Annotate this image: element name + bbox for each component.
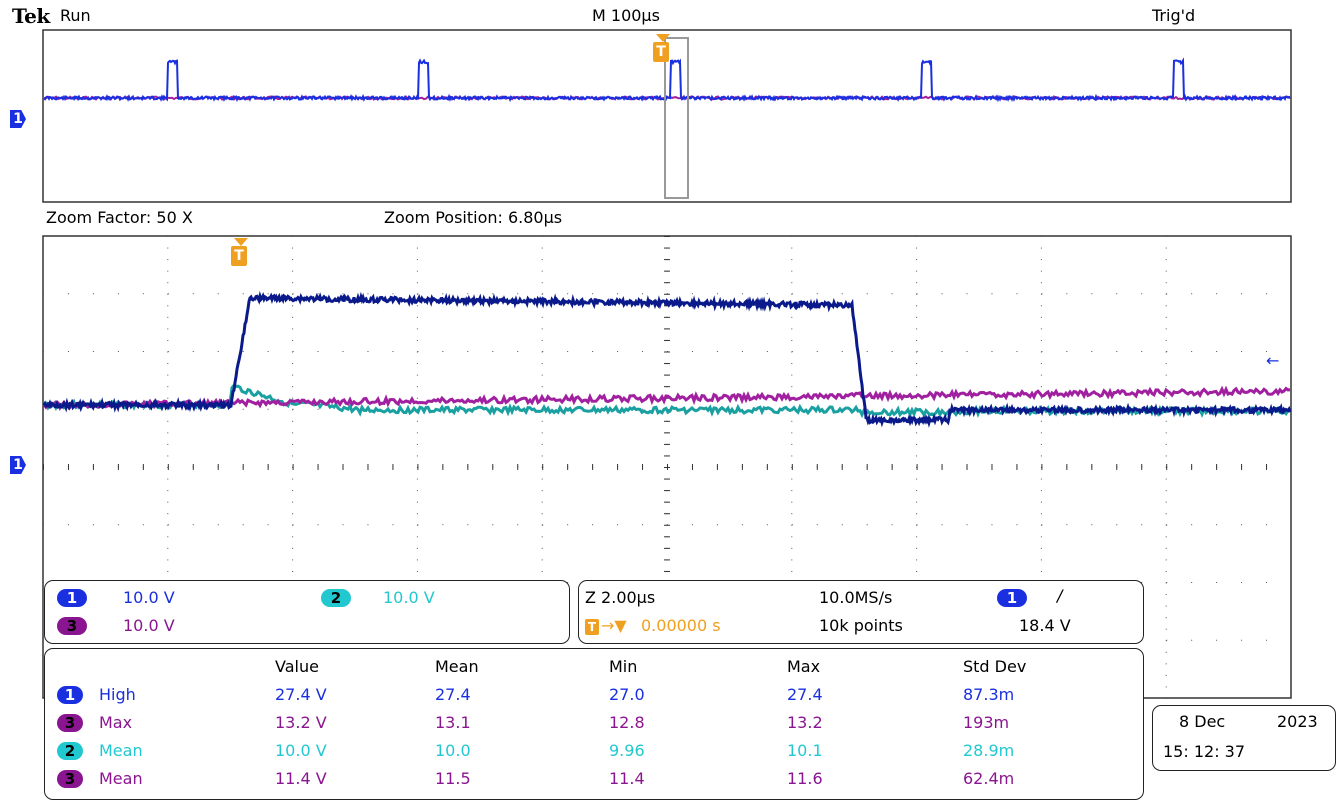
time: 15: 12: 37 <box>1163 742 1246 761</box>
ch1-ref-arrow-icon: ← <box>1266 351 1279 370</box>
meas-mean: 10.0 <box>435 741 471 760</box>
meas-type: Max <box>99 713 133 732</box>
col-header-mean: Mean <box>435 657 479 676</box>
waveform-traces <box>42 57 1292 428</box>
record-length: 10k points <box>819 616 903 635</box>
zoom-factor-label: Zoom Factor: 50 X <box>46 208 193 227</box>
meas-value: 10.0 V <box>275 741 327 760</box>
col-header-min: Min <box>609 657 638 676</box>
year: 2023 <box>1277 712 1318 731</box>
meas-min: 27.0 <box>609 685 645 704</box>
trigger-state: Trig'd <box>1152 6 1196 25</box>
meas-channel-badge[interactable]: 2 <box>57 742 83 760</box>
zoom-position-label: Zoom Position: 6.80µs <box>384 208 563 227</box>
ch3-badge[interactable]: 3 <box>57 617 87 635</box>
ch1-badge[interactable]: 1 <box>57 589 87 607</box>
meas-std: 87.3m <box>963 685 1015 704</box>
meas-std: 28.9m <box>963 741 1015 760</box>
datetime-panel: 8 Dec 2023 15: 12: 37 <box>1152 705 1336 771</box>
overview-trigger-marker-icon: T <box>653 34 673 70</box>
acquisition-status: Run <box>60 6 91 25</box>
zoom-window-box <box>664 37 689 199</box>
meas-channel-badge[interactable]: 3 <box>57 714 83 732</box>
zoom-scale: Z 2.00µs <box>585 588 656 607</box>
meas-std: 193m <box>963 713 1010 732</box>
ch3-scale: 10.0 V <box>123 616 175 635</box>
meas-value: 13.2 V <box>275 713 327 732</box>
meas-min: 9.96 <box>609 741 645 760</box>
meas-min: 11.4 <box>609 769 645 788</box>
meas-mean: 11.5 <box>435 769 471 788</box>
trigger-source-badge[interactable]: 1 <box>997 589 1027 607</box>
ch2-badge[interactable]: 2 <box>321 589 351 607</box>
meas-std: 62.4m <box>963 769 1015 788</box>
meas-min: 12.8 <box>609 713 645 732</box>
overview-ch1-ground-marker-icon: 1 <box>10 110 26 128</box>
timebase-readout: M 100µs <box>592 6 660 25</box>
channel-scale-panel: 1 10.0 V 2 10.0 V 3 10.0 V <box>44 580 570 644</box>
meas-type: High <box>99 685 136 704</box>
meas-value: 11.4 V <box>275 769 327 788</box>
meas-max: 13.2 <box>787 713 823 732</box>
ch1-scale: 10.0 V <box>123 588 175 607</box>
horizontal-trigger-panel: Z 2.00µs 10.0MS/s 1 / T →▼ 0.00000 s 10k… <box>578 580 1144 644</box>
date: 8 Dec <box>1179 712 1226 731</box>
meas-value: 27.4 V <box>275 685 327 704</box>
meas-mean: 27.4 <box>435 685 471 704</box>
meas-max: 11.6 <box>787 769 823 788</box>
measurements-panel: Value Mean Min Max Std Dev 1 High 27.4 V 27… <box>44 648 1144 800</box>
meas-max: 27.4 <box>787 685 823 704</box>
overview-ch1-trace <box>43 57 1291 103</box>
zoom-trigger-marker-icon: T <box>231 238 251 274</box>
meas-mean: 13.1 <box>435 713 471 732</box>
col-header-max: Max <box>787 657 821 676</box>
meas-type: Mean <box>99 741 143 760</box>
trigger-level: 18.4 V <box>1019 616 1071 635</box>
col-header-value: Value <box>275 657 319 676</box>
trigger-arrow-icon: →▼ <box>601 616 627 635</box>
trigger-position-icon: T <box>585 619 599 635</box>
brand-logo: Tek <box>12 4 50 28</box>
trigger-position: 0.00000 s <box>641 616 721 635</box>
trigger-slope-icon: / <box>1057 586 1063 605</box>
meas-type: Mean <box>99 769 143 788</box>
zoom-ch3-trace <box>42 385 1291 411</box>
ch2-scale: 10.0 V <box>383 588 435 607</box>
sample-rate: 10.0MS/s <box>819 588 893 607</box>
col-header-stddev: Std Dev <box>963 657 1027 676</box>
zoom-ch1-trace <box>42 290 1292 428</box>
meas-channel-badge[interactable]: 3 <box>57 770 83 788</box>
meas-max: 10.1 <box>787 741 823 760</box>
meas-channel-badge[interactable]: 1 <box>57 686 83 704</box>
zoom-ch1-ground-marker-icon: 1 <box>10 456 26 474</box>
